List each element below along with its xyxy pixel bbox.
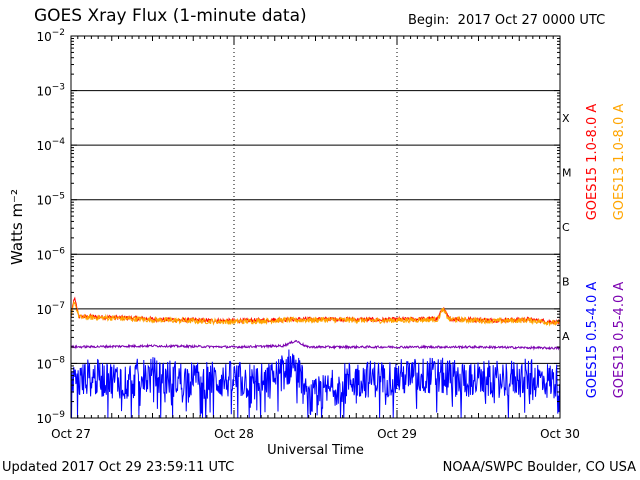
series-line <box>70 300 561 327</box>
y-tick-label: 10−7 <box>36 301 65 317</box>
legend-entry: GOES15 0.5-4.0 A <box>585 282 600 399</box>
y-tick-label: 10−3 <box>36 83 65 99</box>
begin-value: 2017 Oct 27 0000 UTC <box>457 13 606 28</box>
x-tick-label: Oct 30 <box>540 427 580 441</box>
y-tick-label: 10−6 <box>36 246 65 262</box>
plot-frame <box>70 35 561 419</box>
flare-class-label: C <box>562 221 570 234</box>
y-tick-label: 10−2 <box>36 28 65 44</box>
legend-entry: GOES13 0.5-4.0 A <box>612 282 627 399</box>
begin-label: Begin: <box>408 13 450 28</box>
x-tick-label: Oct 27 <box>51 427 91 441</box>
flare-class-label: A <box>562 330 570 343</box>
x-axis-label: Universal Time <box>267 443 364 458</box>
y-tick-label: 10−8 <box>36 355 65 371</box>
flare-class-labels: X M C B A <box>562 112 572 343</box>
series-line <box>70 349 561 419</box>
flare-class-label: X <box>562 112 570 125</box>
y-tick-label: 10−5 <box>36 192 65 208</box>
legend-entry: GOES13 1.0-8.0 A <box>612 104 627 221</box>
grid-lines <box>71 35 560 419</box>
y-tick-label: 10−4 <box>36 137 65 153</box>
credit-text: NOAA/SWPC Boulder, CO USA <box>442 460 636 475</box>
flare-class-label: M <box>562 166 572 179</box>
legend: GOES15 1.0-8.0 A GOES13 1.0-8.0 A GOES15 0… <box>585 104 627 399</box>
chart-title: GOES Xray Flux (1-minute data) <box>34 6 307 26</box>
updated-timestamp: Updated 2017 Oct 29 23:59:11 UTC <box>2 460 235 475</box>
x-tick-label: Oct 28 <box>214 427 254 441</box>
y-tick-label: 10−9 <box>36 410 65 426</box>
y-axis-label: Watts m⁻² <box>8 189 26 265</box>
series-lines <box>70 296 561 419</box>
begin-timestamp: Begin: 2017 Oct 27 0000 UTC <box>408 13 605 28</box>
x-axis-ticks: Oct 27 Oct 28 Oct 29 Oct 30 <box>51 36 580 441</box>
series-line <box>70 339 561 351</box>
x-tick-label: Oct 29 <box>377 427 417 441</box>
legend-entry: GOES15 1.0-8.0 A <box>585 104 600 221</box>
flare-class-label: B <box>562 276 570 289</box>
